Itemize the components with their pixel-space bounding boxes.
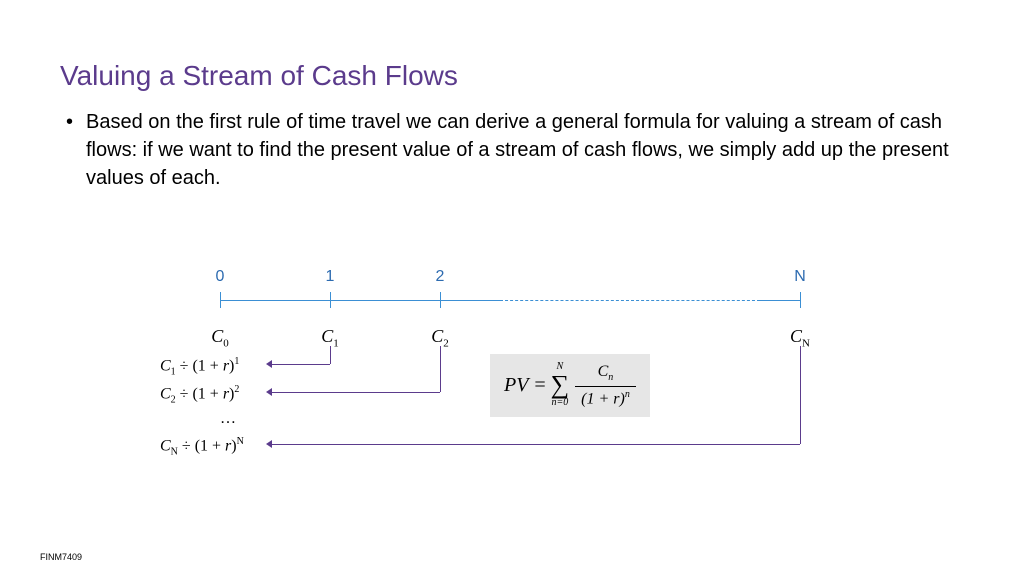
timeline-diagram: 012N C0 C1 C2 CN C1 ÷ (1 + r)1C2 ÷ (1 + … (200, 268, 860, 528)
bullet-marker: • (60, 108, 86, 192)
bullet-item: • Based on the first rule of time travel… (60, 108, 964, 192)
bullet-text: Based on the first rule of time travel w… (86, 108, 964, 192)
slide-title: Valuing a Stream of Cash Flows (60, 60, 964, 92)
discount-dn: CN ÷ (1 + r)N (160, 436, 244, 458)
pv-formula: PV = N ∑ n=0 Cn (1 + r)n (490, 354, 650, 417)
course-code: FINM7409 (40, 552, 82, 562)
discount-d2: C2 ÷ (1 + r)2 (160, 384, 239, 406)
discount-d1: C1 ÷ (1 + r)1 (160, 356, 239, 378)
cashflow-c0: C0 (211, 326, 229, 350)
